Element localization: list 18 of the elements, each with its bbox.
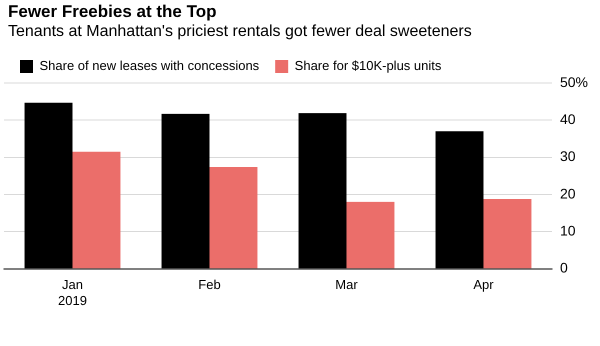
y-tick-label: 20 — [560, 185, 576, 202]
y-tick-label: 30 — [560, 148, 576, 164]
x-tick-label: Feb — [198, 277, 221, 292]
bar — [346, 202, 394, 268]
chart-title: Fewer Freebies at the Top — [8, 2, 216, 22]
y-tick-label: 0 — [560, 260, 568, 276]
legend-label: Share for $10K-plus units — [294, 58, 442, 74]
x-tick-label: Jan 2019 — [58, 277, 87, 308]
y-tick-label: 40 — [560, 111, 576, 128]
bar — [72, 152, 120, 268]
y-tick-label: 50% — [560, 74, 588, 90]
legend-label: Share of new leases with concessions — [40, 58, 260, 74]
bar — [483, 198, 532, 268]
chart-subtitle: Tenants at Manhattan's priciest rentals got fewer deal sweeteners — [8, 23, 472, 41]
x-tick-label: Mar — [335, 277, 358, 292]
x-tick-label: Apr — [473, 277, 494, 292]
bar — [209, 166, 258, 268]
y-tick-label: 10 — [560, 222, 576, 238]
